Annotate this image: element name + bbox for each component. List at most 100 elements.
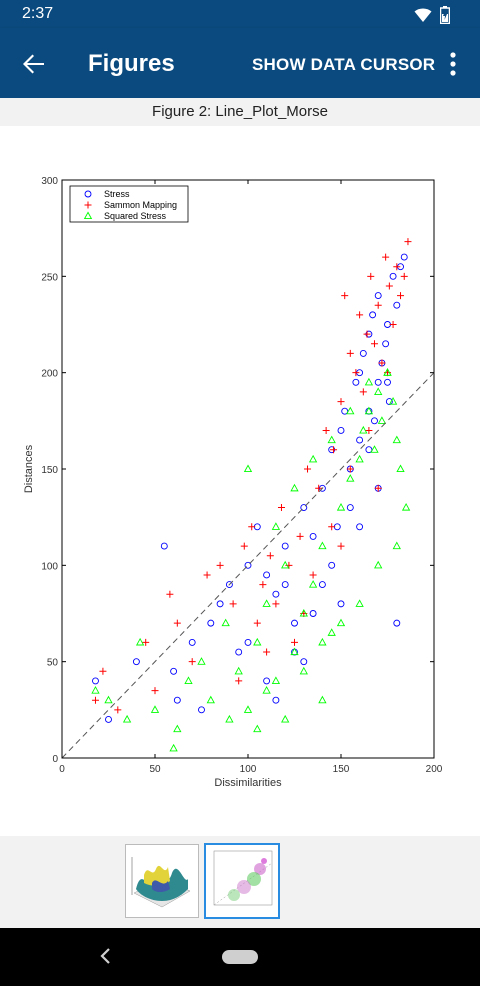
reference-line [61, 372, 435, 759]
chart-marks [91, 238, 412, 752]
data-point [371, 417, 378, 425]
y-tick-label: 0 [52, 754, 58, 765]
data-point [393, 619, 401, 627]
data-point [346, 349, 354, 357]
data-point [244, 561, 252, 569]
data-point [271, 676, 281, 684]
data-point [385, 282, 393, 290]
data-point [248, 523, 256, 531]
data-point [367, 272, 375, 280]
status-time: 2:37 [22, 5, 54, 22]
data-point [309, 532, 317, 540]
nav-home-pill-icon[interactable] [222, 950, 258, 964]
data-point [374, 378, 382, 386]
arrow-left-icon[interactable] [18, 48, 50, 80]
wifi-icon [414, 8, 432, 22]
data-point [262, 686, 271, 694]
series-squared-stress [91, 368, 411, 752]
battery-icon [440, 6, 450, 24]
data-point [92, 677, 99, 685]
data-point [151, 687, 159, 695]
x-axis-label: Dissimilarities [214, 777, 282, 789]
data-point [365, 446, 373, 454]
data-point [221, 618, 230, 627]
data-point [337, 600, 345, 608]
app-bar: Figures SHOW DATA CURSOR [0, 28, 480, 98]
data-point [135, 637, 145, 646]
x-tick-label: 50 [149, 764, 161, 775]
data-point [309, 610, 317, 617]
data-point [336, 618, 346, 627]
data-point [382, 340, 390, 348]
figure-title: Figure 2: Line_Plot_Morse [152, 103, 328, 120]
show-data-cursor-button[interactable]: SHOW DATA CURSOR [252, 55, 436, 74]
data-point [392, 435, 401, 444]
thumb-surface-plot[interactable] [125, 844, 199, 918]
data-point [346, 406, 355, 415]
data-point [235, 677, 243, 685]
data-point [328, 561, 336, 569]
data-point [291, 619, 298, 627]
legend-entry: Sammon Mapping [104, 200, 177, 210]
legend-entry: Stress [104, 189, 130, 199]
data-point [173, 724, 182, 733]
legend-marker [83, 211, 93, 220]
data-point [322, 426, 330, 434]
data-point [281, 560, 290, 569]
data-point [382, 253, 390, 261]
data-point [272, 590, 280, 598]
data-point [229, 600, 237, 608]
data-point [188, 658, 196, 666]
axis-ticks: 0 50 100 150 200 0 50 100 150 200 250 300 [41, 176, 442, 775]
data-point [389, 321, 397, 328]
data-point [262, 599, 271, 607]
system-nav-bar [0, 928, 480, 986]
data-point [388, 397, 398, 405]
data-point [346, 504, 354, 511]
nav-back-icon[interactable] [98, 946, 114, 966]
data-point [114, 706, 122, 714]
data-point [308, 454, 318, 463]
thumb-scatter-plot[interactable] [204, 843, 280, 919]
data-point [308, 580, 318, 588]
data-point [281, 581, 289, 589]
more-vert-icon[interactable] [444, 50, 462, 78]
data-point [404, 238, 412, 246]
legend-marker [84, 201, 92, 209]
data-point [150, 705, 160, 713]
scatter-chart[interactable]: 0 50 100 150 200 0 50 100 150 200 250 300 Dissimila… [0, 126, 480, 836]
y-axis-label: Distances [23, 444, 35, 493]
y-tick-label: 50 [47, 658, 59, 669]
y-tick-label: 300 [41, 176, 58, 187]
data-point [370, 340, 378, 348]
data-point [173, 696, 181, 704]
data-point [281, 542, 289, 550]
data-point [304, 465, 312, 473]
data-point [327, 628, 336, 636]
data-point [397, 292, 405, 300]
data-point [374, 387, 383, 395]
data-point [364, 406, 374, 415]
y-tick-label: 100 [41, 561, 58, 572]
data-point [341, 407, 349, 415]
status-icons [414, 6, 450, 24]
data-point [235, 648, 243, 656]
data-point [374, 301, 382, 309]
data-point [400, 272, 408, 280]
data-point [296, 532, 304, 540]
data-point [355, 454, 364, 463]
data-point [197, 657, 206, 665]
status-bar: 2:37 [0, 0, 480, 28]
data-point [364, 377, 374, 386]
data-point [216, 600, 224, 608]
data-point [337, 542, 345, 550]
plot-area[interactable]: 0 50 100 150 200 0 50 100 150 200 250 300 Dissimila… [0, 126, 480, 836]
data-point [266, 552, 274, 560]
data-point [263, 571, 271, 579]
data-point [240, 542, 248, 550]
data-point [378, 359, 386, 367]
data-point [327, 435, 336, 444]
surface-plot-icon [131, 857, 191, 908]
data-point [216, 561, 224, 569]
